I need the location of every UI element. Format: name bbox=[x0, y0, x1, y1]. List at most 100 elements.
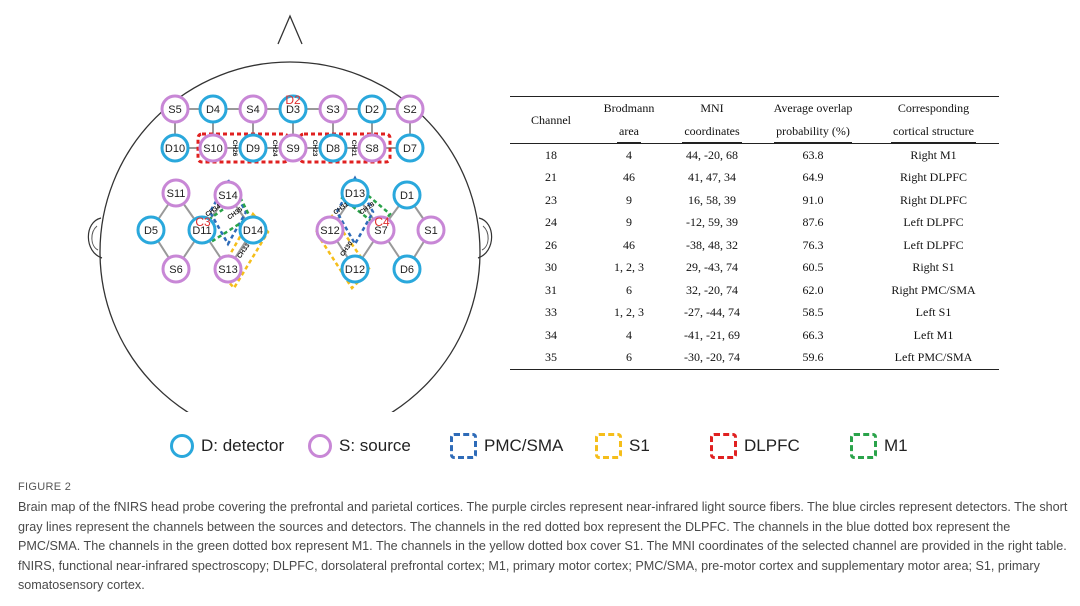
legend-source: S: source bbox=[308, 428, 411, 464]
table-cell: 4 bbox=[626, 147, 632, 162]
mni-table-container: Channel Brodmann area MNI coordinates Aver… bbox=[510, 96, 999, 370]
legend: D: detector S: source PMC/SMA S1 DLPFC M… bbox=[170, 428, 910, 464]
table-cell: 46 bbox=[623, 237, 635, 252]
node-label: D2 bbox=[365, 104, 379, 116]
source-node bbox=[213, 254, 243, 284]
node-label: D3 bbox=[286, 104, 300, 116]
table-cell: 59.6 bbox=[802, 350, 824, 365]
table-cell: 35 bbox=[545, 350, 557, 365]
detector-node bbox=[340, 254, 370, 284]
detector-circle-icon bbox=[170, 434, 194, 458]
table-cell: -27, -44, 74 bbox=[684, 305, 740, 320]
legend-label: S1 bbox=[629, 436, 650, 455]
source-node bbox=[278, 133, 308, 163]
table-cell: 26 bbox=[545, 237, 557, 252]
table-cell: -41, -21, 69 bbox=[684, 327, 740, 342]
node-label: S4 bbox=[246, 104, 259, 116]
node-label: D6 bbox=[400, 264, 414, 276]
source-node bbox=[315, 215, 345, 245]
table-cell: 58.5 bbox=[802, 305, 824, 320]
source-node bbox=[366, 215, 396, 245]
node-label: D13 bbox=[345, 188, 365, 200]
table-row: 18 4 44, -20, 68 63.8 Right M1 bbox=[510, 144, 999, 167]
nose-icon bbox=[277, 14, 303, 45]
table-cell: Left DLPFC bbox=[903, 237, 964, 252]
detector-node bbox=[160, 133, 190, 163]
table-cell: 29, -43, 74 bbox=[686, 260, 738, 275]
head-outline bbox=[99, 61, 481, 412]
table-row: 31 6 32, -20, 74 62.0 Right PMC/SMA bbox=[510, 279, 999, 302]
red-mark-label: C3 bbox=[195, 215, 211, 229]
table-row: 23 9 16, 58, 39 91.0 Right DLPFC bbox=[510, 189, 999, 212]
table-cell: 76.3 bbox=[802, 237, 824, 252]
table-cell: -30, -20, 74 bbox=[684, 350, 740, 365]
table-cell: 41, 47, 34 bbox=[688, 170, 736, 185]
table-cell: 34 bbox=[545, 327, 557, 342]
table-cell: 9 bbox=[626, 215, 632, 230]
table-cell: -12, 59, 39 bbox=[686, 215, 738, 230]
detector-node bbox=[278, 94, 308, 124]
table-cell: Left S1 bbox=[915, 305, 952, 320]
legend-label: S: source bbox=[339, 436, 411, 455]
table-cell: Right S1 bbox=[912, 260, 955, 275]
source-node bbox=[161, 178, 191, 208]
node-label: D5 bbox=[144, 225, 158, 237]
table-cell: Right DLPFC bbox=[899, 170, 968, 185]
source-node bbox=[198, 133, 228, 163]
header-average-overlap: Average overlap probability (%) bbox=[758, 97, 868, 144]
table-cell: 62.0 bbox=[802, 282, 824, 297]
table-cell: 87.6 bbox=[802, 215, 824, 230]
right-ear-icon bbox=[477, 217, 493, 259]
table-cell: 31 bbox=[545, 282, 557, 297]
detector-node bbox=[392, 254, 422, 284]
table-cell: -38, 48, 32 bbox=[686, 237, 738, 252]
table-cell: 91.0 bbox=[802, 192, 824, 207]
legend-pmc-sma: PMC/SMA bbox=[450, 428, 563, 464]
table-cell: 21 bbox=[545, 170, 557, 185]
dlpfc-box-icon bbox=[710, 433, 737, 459]
table-cell: Left PMC/SMA bbox=[894, 350, 973, 365]
header-brodmann-area: Brodmann area bbox=[592, 97, 666, 144]
detector-node bbox=[238, 215, 268, 245]
header-mni-coordinates: MNI coordinates bbox=[666, 97, 758, 144]
left-ear-icon bbox=[87, 217, 103, 259]
table-cell: 33 bbox=[545, 305, 557, 320]
m1-box-icon bbox=[850, 433, 877, 459]
table-cell: 18 bbox=[545, 147, 557, 162]
source-node bbox=[318, 94, 348, 124]
node-label: S3 bbox=[326, 104, 339, 116]
node-label: S8 bbox=[365, 143, 378, 155]
channel-label: CH21 bbox=[350, 140, 357, 157]
node-label: D8 bbox=[326, 143, 340, 155]
node-label: S10 bbox=[203, 143, 223, 155]
legend-m1: M1 bbox=[850, 428, 908, 464]
source-node bbox=[416, 215, 446, 245]
detector-node bbox=[357, 94, 387, 124]
mni-coordinates-table: Channel Brodmann area MNI coordinates Aver… bbox=[510, 96, 999, 370]
table-cell: Right PMC/SMA bbox=[891, 282, 976, 297]
channel-label: CH26 bbox=[231, 140, 238, 157]
node-label: S7 bbox=[374, 225, 387, 237]
table-cell: 1, 2, 3 bbox=[614, 305, 644, 320]
detector-node bbox=[198, 94, 228, 124]
table-row: 34 4 -41, -21, 69 66.3 Left M1 bbox=[510, 324, 999, 347]
header-channel: Channel bbox=[531, 112, 571, 127]
table-header: Channel Brodmann area MNI coordinates Aver… bbox=[510, 96, 999, 144]
table-cell: 60.5 bbox=[802, 260, 824, 275]
source-node bbox=[161, 254, 191, 284]
legend-dlpfc: DLPFC bbox=[710, 428, 800, 464]
legend-label: PMC/SMA bbox=[484, 436, 564, 455]
table-cell: 23 bbox=[545, 192, 557, 207]
table-cell: Right DLPFC bbox=[899, 192, 968, 207]
detector-node bbox=[340, 178, 370, 208]
left-ear-inner-icon bbox=[91, 225, 99, 251]
table-cell: 30 bbox=[545, 260, 557, 275]
legend-label: D: detector bbox=[201, 436, 285, 455]
node-label: D12 bbox=[345, 264, 365, 276]
legend-label: DLPFC bbox=[744, 436, 800, 455]
figure-label: FIGURE 2 bbox=[18, 481, 72, 493]
node-label: D10 bbox=[165, 143, 185, 155]
table-row: 21 46 41, 47, 34 64.9 Right DLPFC bbox=[510, 167, 999, 190]
node-label: S2 bbox=[403, 104, 416, 116]
table-cell: 63.8 bbox=[802, 147, 824, 162]
